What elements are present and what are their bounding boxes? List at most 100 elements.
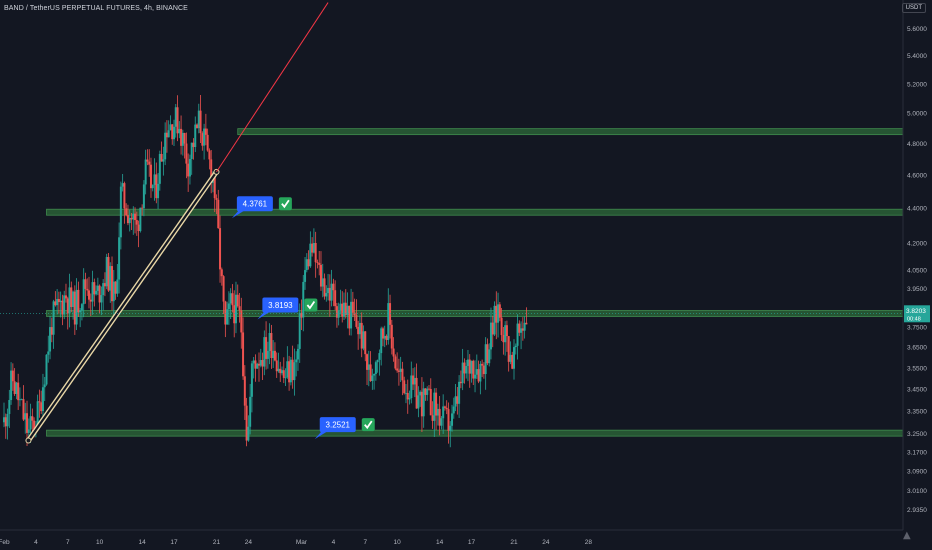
candle-body — [518, 323, 521, 333]
time-axis[interactable]: Feb 4 7 10 14 17 21 24 Mar 4 7 10 14 17 21 24 28 — [0, 539, 592, 546]
candle-body — [470, 360, 473, 374]
candle-body — [362, 331, 365, 349]
time-axis-label: 14 — [436, 539, 444, 546]
candle-body — [142, 184, 145, 209]
level-zone — [46, 429, 904, 437]
candle-body — [116, 279, 119, 294]
candle-body — [107, 256, 110, 291]
candle-body — [112, 281, 115, 302]
candle-body — [295, 359, 298, 363]
trendline-core — [27, 171, 218, 442]
candle-body — [321, 278, 324, 287]
candle-body — [513, 347, 515, 369]
candle-body — [454, 396, 457, 407]
candle-body — [54, 301, 57, 306]
candle-body — [3, 417, 5, 423]
candle-body — [475, 369, 478, 375]
candle-body — [373, 373, 376, 376]
candle-body — [203, 128, 206, 146]
candle-body — [341, 303, 344, 317]
callout-box — [262, 297, 299, 313]
candle-body — [183, 132, 186, 144]
check-icon-mark — [364, 420, 373, 430]
candle-body — [268, 333, 271, 351]
candle-body — [56, 298, 59, 306]
candle-body — [68, 287, 71, 314]
candle-body — [451, 413, 454, 426]
price-axis-label: 3.5500 — [907, 365, 927, 372]
trendline-anchor-start — [25, 437, 32, 444]
candle-body — [173, 126, 175, 140]
callout-box — [236, 196, 273, 212]
price-axis-panel[interactable] — [903, 0, 932, 530]
time-axis-label: 10 — [96, 539, 104, 546]
candle-body — [98, 285, 101, 303]
candle-body — [174, 107, 177, 127]
candle-body — [408, 398, 411, 400]
check-icon-mark — [306, 300, 316, 310]
candle-body — [196, 124, 199, 129]
callout-value: 3.8193 — [268, 301, 293, 310]
candle-body — [254, 360, 257, 369]
candle-body — [185, 143, 188, 164]
candle-body — [275, 360, 278, 372]
candle-body — [49, 327, 52, 352]
candle-body — [443, 406, 446, 408]
candle-body — [486, 344, 489, 364]
time-axis-label: 10 — [394, 539, 402, 546]
candle-body — [433, 392, 436, 421]
candle-body — [126, 215, 129, 224]
time-axis-panel[interactable] — [0, 530, 903, 550]
candle-body — [330, 283, 333, 301]
time-axis-label: Feb — [0, 539, 10, 546]
candle-body — [350, 301, 353, 329]
callouts-layer: 4.3761 3.8193 3.2521 — [231, 196, 375, 440]
candle-body — [270, 333, 273, 358]
candle-body — [137, 224, 140, 232]
candle-body — [226, 309, 229, 325]
candle-body — [296, 348, 299, 360]
currency-badge[interactable]: USDT — [901, 3, 926, 13]
symbol-title[interactable]: BAND / TetherUS PERPETUAL FUTURES, 4h, B… — [4, 5, 188, 12]
candle-body — [461, 362, 464, 384]
callout-box — [319, 417, 356, 433]
candle-body — [84, 279, 87, 289]
candle-body — [222, 276, 225, 302]
candle-body — [114, 281, 117, 294]
candle-body — [139, 207, 142, 232]
candle-body — [428, 388, 430, 390]
candle-body — [176, 107, 179, 134]
candle-body — [337, 310, 340, 318]
candle-body — [383, 335, 386, 339]
candle-body — [431, 415, 434, 421]
candle-body — [61, 300, 64, 315]
candle-body — [128, 217, 131, 224]
candle-body — [165, 132, 168, 138]
candle-body — [151, 184, 154, 189]
candle-body — [374, 362, 377, 374]
candle-body — [155, 174, 158, 199]
candle-body — [57, 298, 60, 303]
candle-body — [491, 322, 494, 335]
candle-body — [474, 374, 477, 379]
candle-body — [514, 345, 517, 348]
price-axis[interactable]: 5.6000 5.4000 5.2000 5.0000 4.8000 4.6000 4.40… — [907, 26, 927, 514]
candle-body — [364, 331, 367, 355]
candle-body — [229, 293, 232, 304]
candle-body — [282, 370, 285, 378]
candle-body — [95, 290, 98, 295]
candle-body — [86, 288, 89, 291]
candle-body — [484, 344, 487, 375]
candle-body — [495, 305, 498, 323]
candle-body — [335, 306, 338, 318]
candle-body — [31, 416, 34, 421]
candle-body — [284, 377, 287, 379]
candle-body — [466, 359, 469, 366]
candle-body — [199, 110, 202, 134]
candle-body — [38, 401, 41, 403]
candle-body — [477, 369, 480, 382]
candle-body — [20, 399, 23, 401]
candle-body — [118, 237, 121, 280]
